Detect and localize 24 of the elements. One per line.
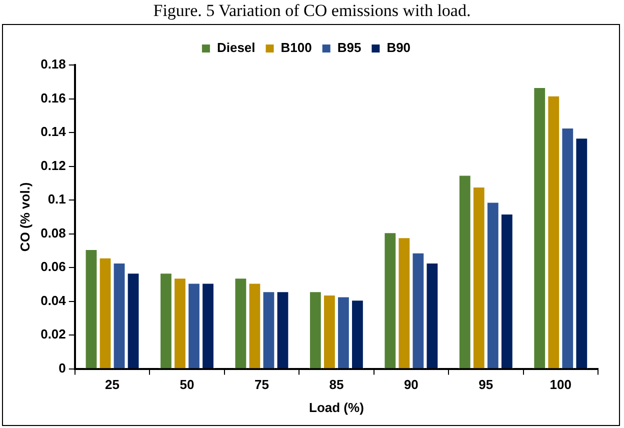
y-tick-label: 0.18	[40, 56, 66, 72]
x-tick-label: 100	[550, 377, 572, 392]
y-tick-label: 0.1	[48, 192, 66, 207]
y-tick-label: 0	[58, 360, 66, 376]
legend-label: B100	[280, 40, 312, 56]
y-tick-label: 0.12	[40, 158, 66, 173]
x-tick-label: 50	[180, 377, 194, 392]
y-tick-label: 0.04	[40, 292, 67, 308]
chart-title: Figure. 5 Variation of CO emissions with load.	[152, 0, 472, 22]
x-tick-label: 85	[329, 377, 344, 392]
y-tick-label: 0.02	[40, 326, 66, 342]
legend-label: Diesel	[216, 40, 256, 56]
x-tick-label: 95	[478, 377, 494, 392]
y-tick-label: 0.16	[40, 90, 66, 106]
y-tick-label: 0.14	[40, 124, 67, 140]
legend-label: B95	[337, 40, 362, 56]
y-tick-label: 0.08	[40, 225, 66, 240]
y-tick-label: 0.06	[40, 259, 66, 274]
x-tick-label: 75	[254, 377, 269, 392]
x-tick-label: 25	[105, 377, 120, 392]
legend-label: B90	[386, 40, 411, 56]
x-axis-title: Load (%)	[309, 400, 364, 415]
x-tick-label: 90	[404, 377, 418, 392]
y-axis-title: CO (% vol.)	[17, 182, 32, 252]
